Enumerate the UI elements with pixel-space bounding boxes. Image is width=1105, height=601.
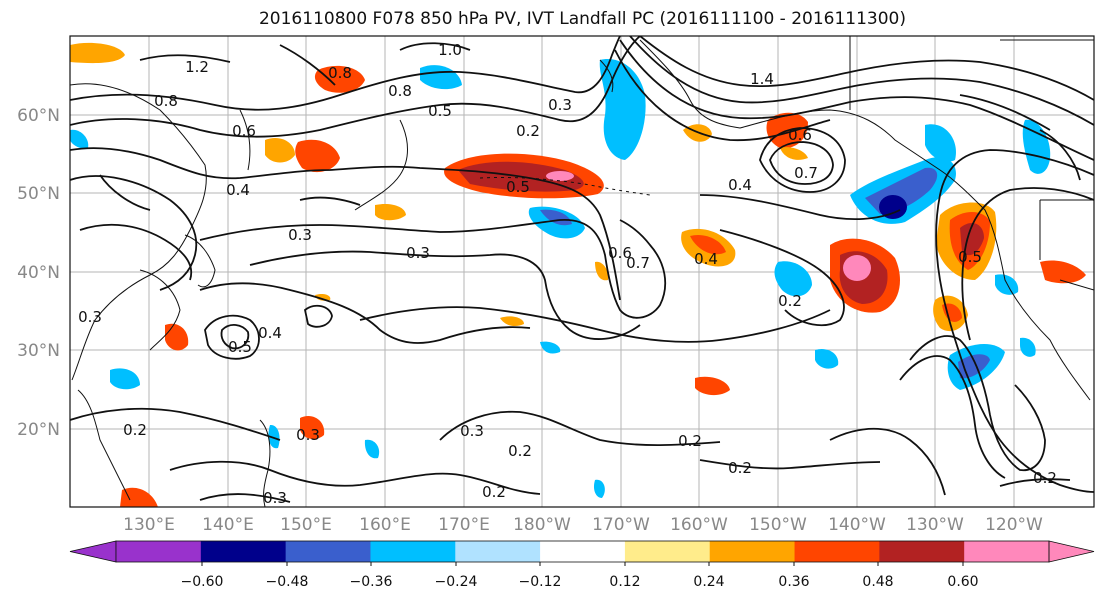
contour-label: 0.8 xyxy=(154,92,178,110)
lat-label: 30°N xyxy=(17,341,60,361)
contour-label: 0.4 xyxy=(694,250,718,268)
colorbar-tick-label: 0.60 xyxy=(947,574,978,590)
contour-label: 0.3 xyxy=(460,422,484,440)
contour-label: 0.5 xyxy=(506,178,530,196)
latitude-labels: 60°N 50°N 40°N 30°N 20°N xyxy=(17,106,60,440)
colorbar-bin xyxy=(455,541,541,562)
contour-label: 0.7 xyxy=(626,254,650,272)
contour-label: 0.8 xyxy=(388,82,412,100)
colorbar-tick-label: −0.36 xyxy=(350,574,393,590)
contour-labels: 1.20.80.81.00.80.60.5 0.30.21.40.60.70.40… xyxy=(78,41,1057,507)
colorbar-bin xyxy=(964,541,1050,562)
contour-label: 1.2 xyxy=(185,58,209,76)
contour-label: 0.2 xyxy=(508,442,532,460)
pc-filled-contours xyxy=(70,42,1086,507)
colorbar-max-arrow xyxy=(1048,540,1095,563)
colorbar-bin xyxy=(200,541,287,562)
lat-label: 60°N xyxy=(17,106,60,126)
contour-label: 0.2 xyxy=(1033,469,1057,487)
lat-label: 20°N xyxy=(17,420,60,440)
contour-label: 0.3 xyxy=(78,308,102,326)
map-plot-area: 1.20.80.81.00.80.60.5 0.30.21.40.60.70.40… xyxy=(70,36,1094,507)
contour-label: 0.2 xyxy=(728,459,752,477)
contour-label: 0.5 xyxy=(428,102,452,120)
contour-label: 0.4 xyxy=(258,324,282,342)
contour-label: 0.6 xyxy=(788,126,812,144)
contour-label: 0.2 xyxy=(482,483,506,501)
lon-label: 160°W xyxy=(670,515,728,535)
lon-label: 140°E xyxy=(202,515,254,535)
colorbar-bin xyxy=(794,541,880,562)
colorbar-tick-label: 0.48 xyxy=(862,574,893,590)
lon-label: 140°W xyxy=(828,515,886,535)
contour-label: 0.2 xyxy=(123,421,147,439)
longitude-labels: 130°E 140°E 150°E 160°E 170°E 180°W 170°… xyxy=(123,515,1043,535)
colorbar-tick-label: −0.60 xyxy=(181,574,224,590)
contour-label: 0.3 xyxy=(406,244,430,262)
lon-label: 150°E xyxy=(280,515,332,535)
contour-label: 0.4 xyxy=(226,181,250,199)
colorbar-tick-label: −0.48 xyxy=(266,574,309,590)
map-frame xyxy=(69,35,1095,508)
colorbar-bin xyxy=(709,541,796,562)
colorbar-bin xyxy=(116,541,202,562)
colorbar-tick-label: 0.24 xyxy=(693,574,724,590)
pv-contour-lines xyxy=(70,36,1094,503)
contour-label: 0.2 xyxy=(678,432,702,450)
lon-label: 160°E xyxy=(359,515,411,535)
colorbar-bin xyxy=(285,541,371,562)
colorbar: −0.60 −0.48 −0.36 −0.24 −0.12 0.12 0.24 0.36 0.4… xyxy=(69,540,1095,590)
lon-label: 120°W xyxy=(985,515,1043,535)
colorbar-tick-label: 0.12 xyxy=(609,574,640,590)
contour-label: 0.3 xyxy=(296,426,320,444)
contour-label: 0.7 xyxy=(794,164,818,182)
contour-label: 0.5 xyxy=(228,338,252,356)
lat-label: 50°N xyxy=(17,184,60,204)
colorbar-bin xyxy=(540,541,626,562)
colorbar-outline xyxy=(115,540,1050,563)
colorbar-tick-label: −0.12 xyxy=(519,574,562,590)
coastlines xyxy=(70,36,1094,507)
colorbar-tick-label: 0.36 xyxy=(778,574,809,590)
contour-label: 0.2 xyxy=(516,122,540,140)
colorbar-tick-label: −0.24 xyxy=(435,574,478,590)
colorbar-bin xyxy=(624,541,711,562)
contour-label: 0.4 xyxy=(728,176,752,194)
contour-label: 0.6 xyxy=(232,122,256,140)
contour-label: 0.2 xyxy=(778,292,802,310)
colorbar-min-arrow xyxy=(69,540,117,563)
colorbar-bin xyxy=(879,541,965,562)
map-title: 2016110800 F078 850 hPa PV, IVT Landfall… xyxy=(258,9,906,29)
contour-label: 1.4 xyxy=(750,70,774,88)
contour-label: 0.3 xyxy=(288,226,312,244)
contour-label: 1.0 xyxy=(438,41,462,59)
lon-label: 130°E xyxy=(123,515,175,535)
lon-label: 180°W xyxy=(513,515,571,535)
lon-label: 170°E xyxy=(438,515,490,535)
contour-label: 0.5 xyxy=(958,248,982,266)
lat-label: 40°N xyxy=(17,263,60,283)
lon-label: 170°W xyxy=(592,515,650,535)
colorbar-bin xyxy=(370,541,456,562)
lon-label: 150°W xyxy=(749,515,807,535)
contour-label: 0.3 xyxy=(548,96,572,114)
contour-label: 0.3 xyxy=(263,489,287,507)
contour-label: 0.6 xyxy=(608,244,632,262)
contour-label: 0.8 xyxy=(328,64,352,82)
lon-label: 130°W xyxy=(906,515,964,535)
